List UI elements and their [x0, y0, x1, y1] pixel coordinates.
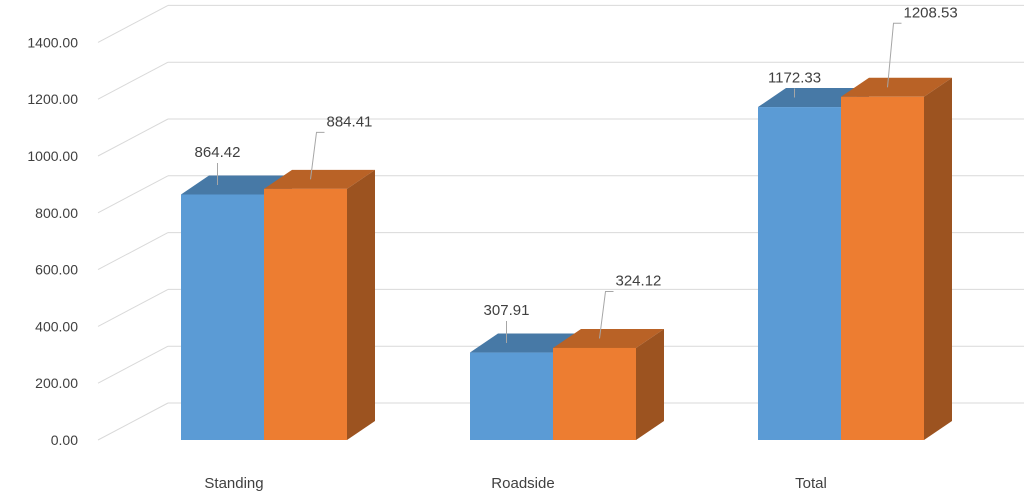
bar-side-face: [636, 328, 664, 440]
data-label: 864.42: [195, 144, 241, 161]
y-tick-label: 0.00: [51, 432, 78, 448]
data-label: 1172.33: [768, 70, 821, 87]
bar-side-face: [924, 77, 952, 441]
bars: [181, 77, 952, 441]
x-tick-label: Standing: [204, 475, 263, 492]
data-label-leader: [887, 22, 902, 88]
data-label: 324.12: [616, 272, 662, 289]
gridline-side: [97, 175, 169, 214]
gridline-side: [97, 288, 169, 327]
bar-top-face: [841, 77, 952, 97]
data-label-leader: [310, 131, 325, 180]
data-label: 1208.53: [904, 4, 958, 21]
bar: [264, 169, 375, 440]
x-tick-label: Total: [795, 475, 827, 492]
y-tick-label: 1400.00: [27, 34, 78, 50]
bar: [553, 328, 664, 440]
bar-front-face: [470, 352, 553, 440]
y-tick-label: 600.00: [35, 262, 78, 278]
bar-front-face: [841, 96, 924, 441]
bar-front-face: [758, 107, 841, 440]
gridline-side: [97, 232, 169, 271]
data-label: 884.41: [327, 113, 373, 130]
x-axis: Standing Roadside Total: [204, 475, 826, 492]
x-tick-label: Roadside: [491, 475, 554, 492]
y-tick-label: 200.00: [35, 375, 78, 391]
bar-top-face: [553, 328, 664, 348]
bar-front-face: [181, 194, 264, 440]
bar-front-face: [264, 188, 347, 440]
bar: [841, 77, 952, 441]
y-tick-label: 800.00: [35, 205, 78, 221]
bar-side-face: [347, 169, 375, 440]
gridline-side: [97, 4, 169, 43]
bar-front-face: [553, 347, 636, 440]
data-labels: 864.42 884.41 307.91 324.12 1172.33 1208.53: [195, 4, 958, 344]
y-axis: 0.00 200.00 400.00 600.00 800.00 1000.00 1200.…: [27, 34, 78, 448]
data-label: 307.91: [484, 302, 530, 319]
gridline-side: [97, 402, 169, 441]
y-tick-label: 1200.00: [27, 91, 78, 107]
gridline-side: [97, 61, 169, 100]
y-tick-label: 400.00: [35, 318, 78, 334]
gridline-side: [97, 118, 169, 157]
data-label-leader: [599, 290, 614, 339]
bar-top-face: [264, 169, 375, 189]
y-tick-label: 1000.00: [27, 148, 78, 164]
gridline-side: [97, 345, 169, 384]
